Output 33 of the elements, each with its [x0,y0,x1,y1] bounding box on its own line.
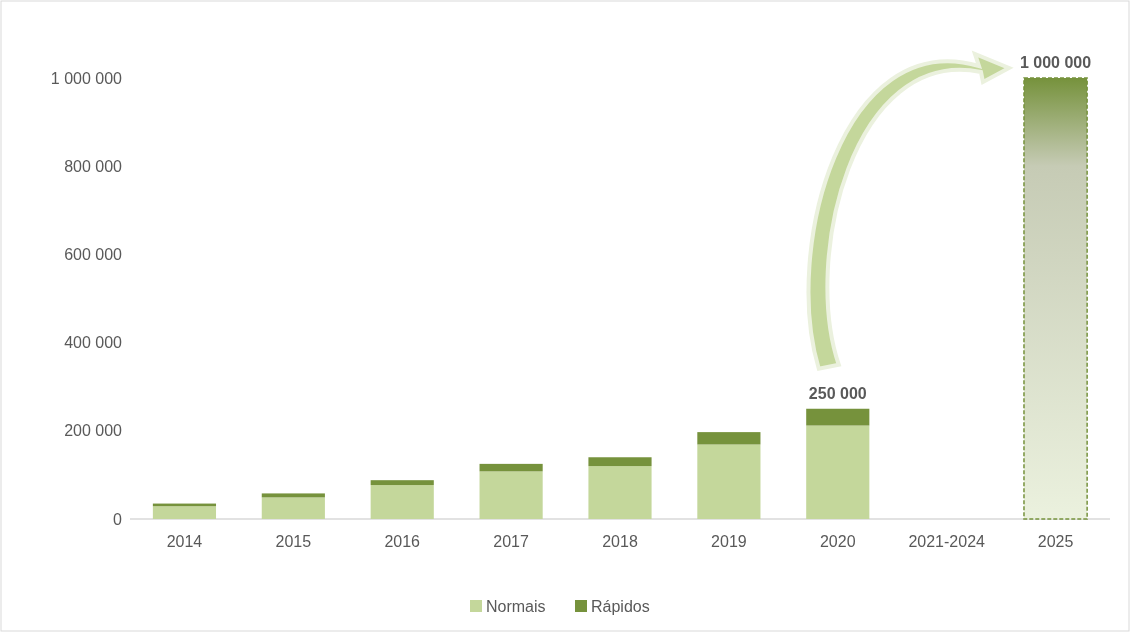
bar [588,466,652,519]
bar [261,493,325,498]
bar [261,497,325,519]
bar [1023,77,1088,520]
y-tick-label: 400 000 [64,334,123,352]
x-tick-label: 2015 [275,533,312,550]
x-tick-label: 2014 [166,533,203,550]
bar [588,457,652,467]
bar [479,471,543,519]
y-tick-label: 1 000 000 [50,69,123,87]
x-tick-label: 2016 [384,533,421,550]
bar [806,408,870,426]
x-tick-label: 2017 [493,533,530,550]
total-label: 250 000 [808,384,867,402]
y-tick-label: 600 000 [64,246,123,263]
bar [152,506,217,519]
legend-label: Normais [486,597,546,615]
legend-label: Rápidos [591,597,650,615]
x-tick-label: 2021-2024 [908,533,986,550]
y-tick-label: 0 [113,510,123,528]
bar [697,432,761,445]
x-tick-label: 2018 [602,533,638,550]
bar [697,444,761,519]
x-tick-label: 2025 [1037,533,1074,550]
bar [806,425,870,519]
bar [479,463,543,472]
bar [370,480,434,486]
y-tick-label: 800 000 [64,157,123,175]
total-label: 1 000 000 [1019,54,1092,71]
bar [370,485,434,519]
x-tick-label: 2019 [711,533,747,550]
x-tick-label: 2020 [819,533,856,550]
y-tick-label: 200 000 [64,422,123,440]
